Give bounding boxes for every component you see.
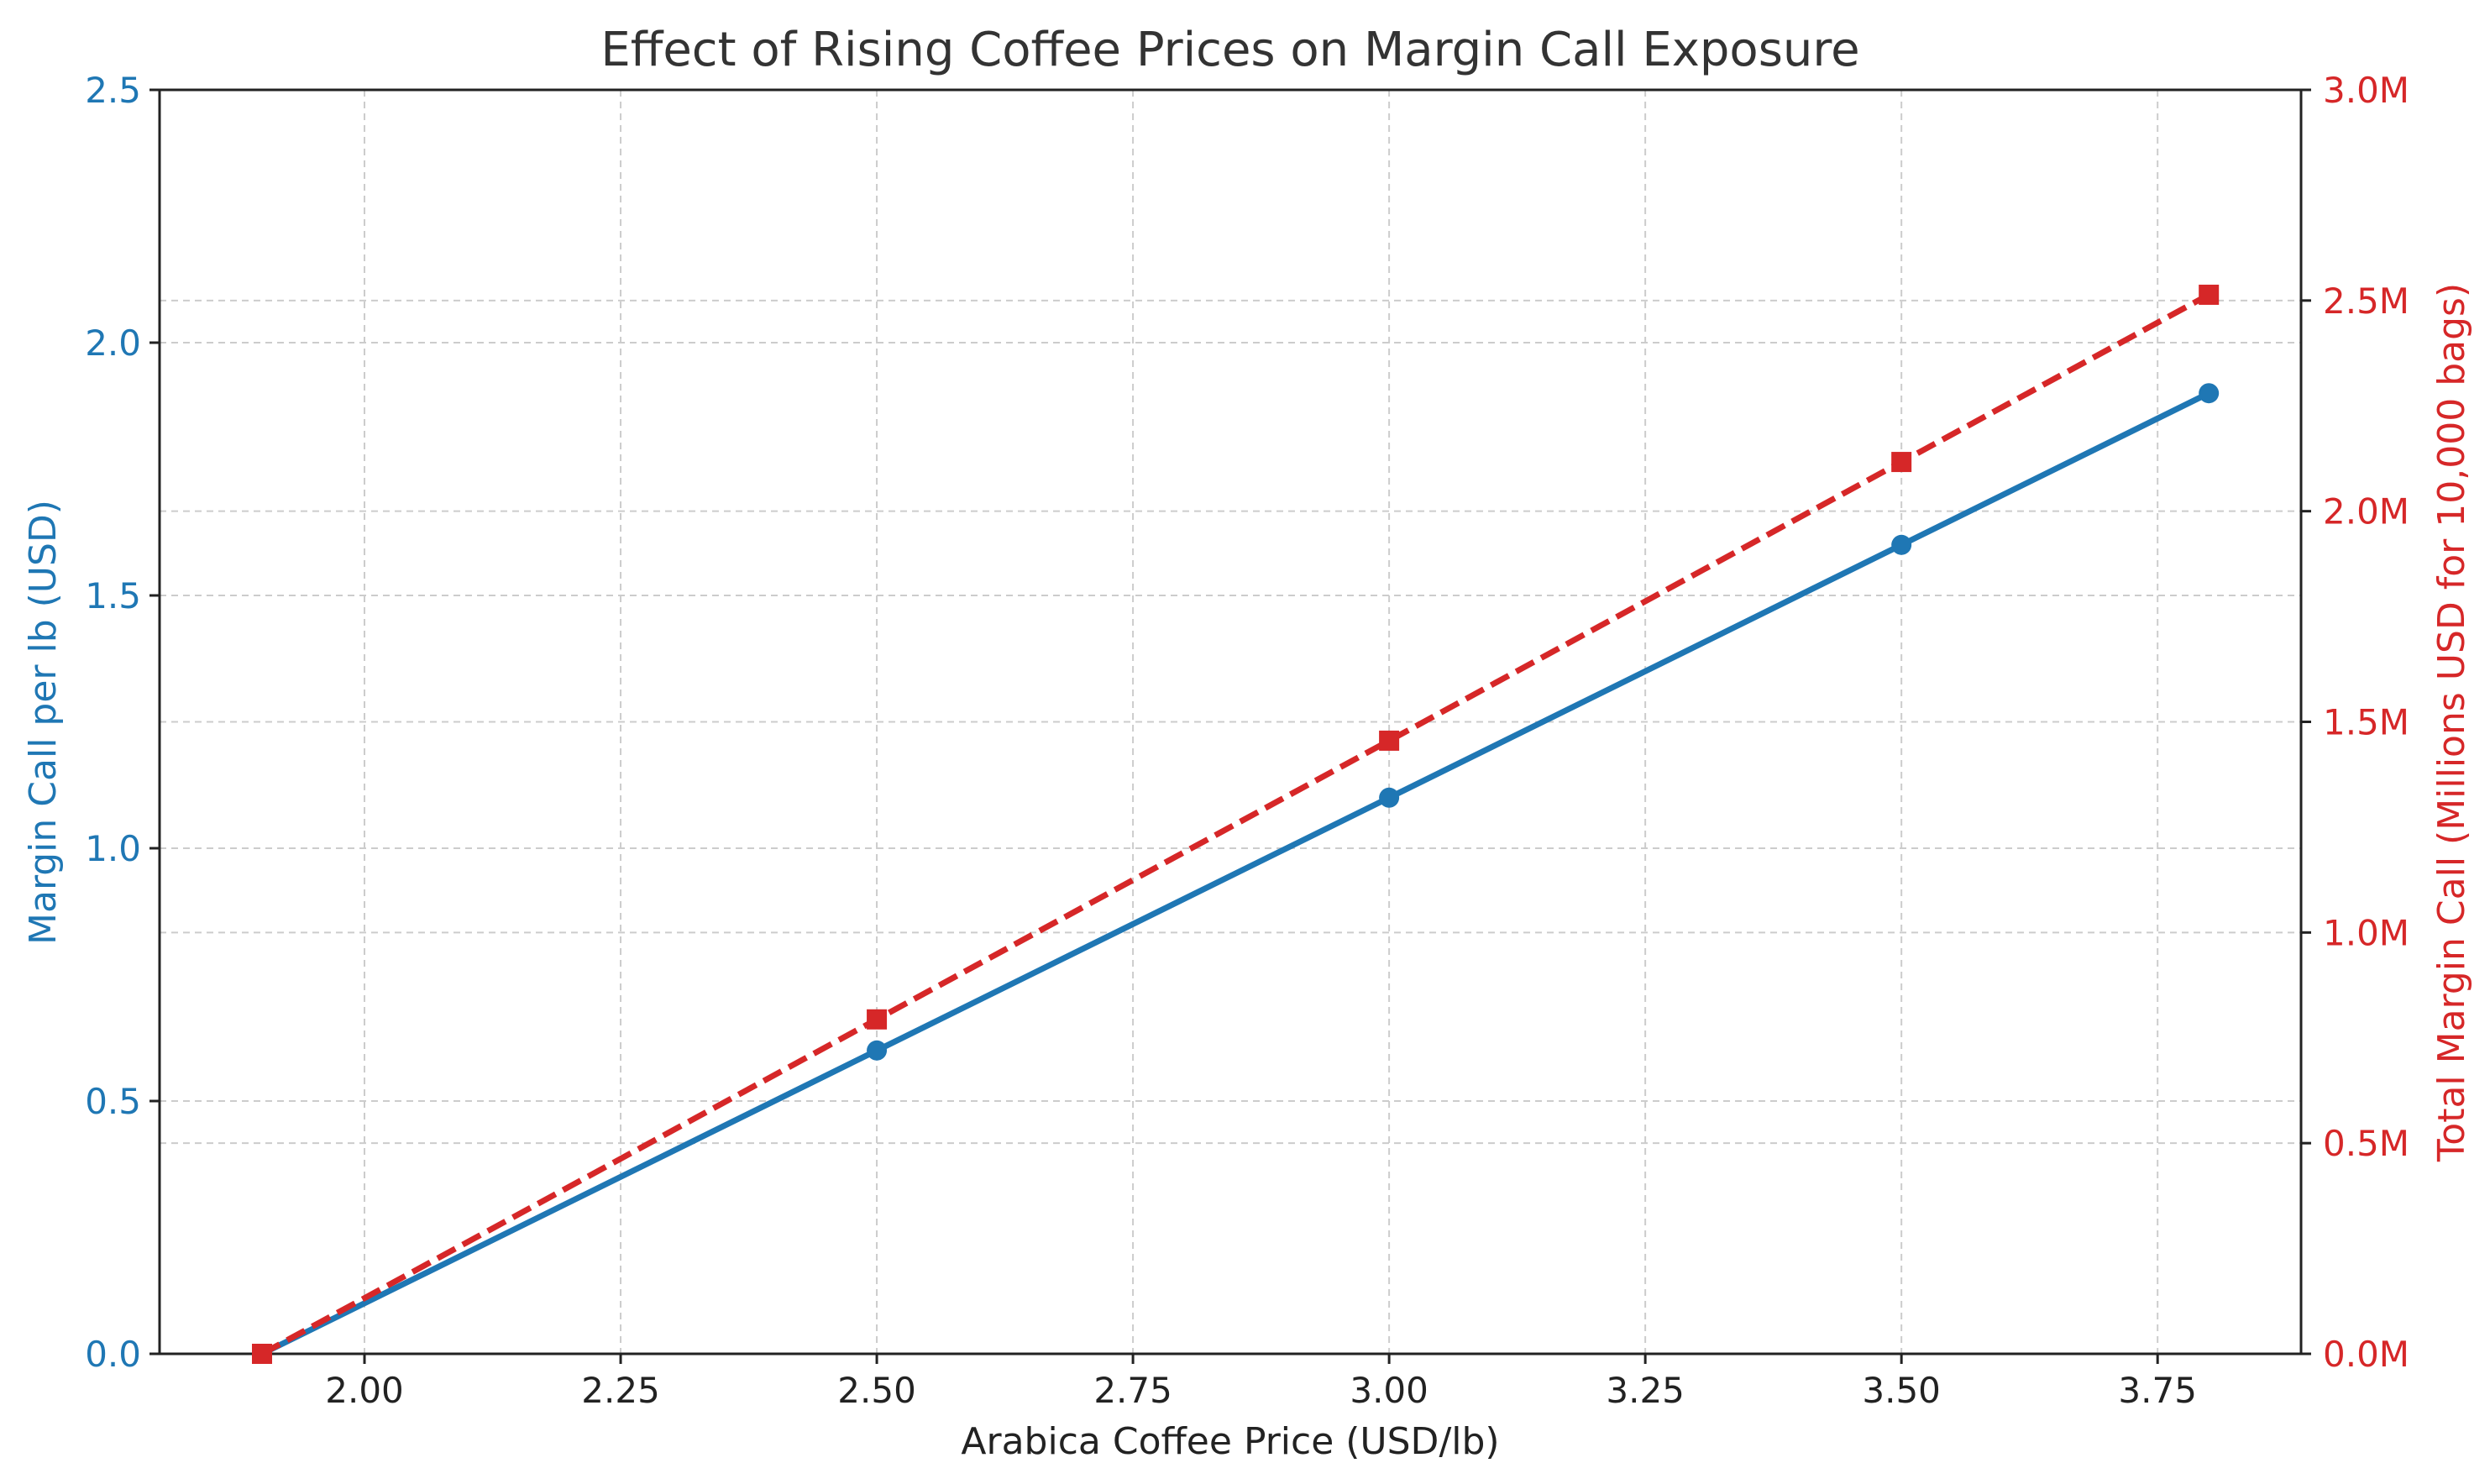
y-axis-right-label: Total Margin Call (Millions USD for 10,0… bbox=[2430, 283, 2473, 1162]
x-tick-label: 2.00 bbox=[325, 1370, 404, 1411]
y-right-tick-label: 1.0M bbox=[2323, 912, 2409, 953]
y-right-tick-label: 2.5M bbox=[2323, 281, 2409, 322]
x-tick-label: 3.50 bbox=[1862, 1370, 1941, 1411]
y-left-tick-label: 2.0 bbox=[85, 322, 141, 364]
x-tick-label: 2.75 bbox=[1093, 1370, 1172, 1411]
chart-title: Effect of Rising Coffee Prices on Margin… bbox=[600, 23, 1859, 77]
series-line-2 bbox=[260, 291, 2210, 1357]
y-axis-left-ticks: 0.0 0.5 1.0 1.5 2.0 2.5 bbox=[85, 70, 160, 1375]
x-tick-label: 3.00 bbox=[1350, 1370, 1428, 1411]
y-right-tick-label: 1.5M bbox=[2323, 702, 2409, 743]
series-2-point bbox=[1891, 452, 1912, 473]
y-axis-right-ticks: 0.0M 0.5M 1.0M 1.5M 2.0M 2.5M 3.0M bbox=[2301, 70, 2409, 1375]
series-2-point bbox=[867, 1009, 888, 1030]
y-left-tick-label: 0.5 bbox=[85, 1081, 141, 1122]
series-markers bbox=[252, 284, 2220, 1364]
series-2-point bbox=[252, 1344, 273, 1364]
series-2-point bbox=[2199, 284, 2220, 305]
series-1-point bbox=[1379, 787, 1400, 808]
y-left-tick-label: 2.5 bbox=[85, 70, 141, 111]
grid-right bbox=[160, 89, 2301, 1355]
series-line-1 bbox=[260, 391, 2210, 1357]
series-1-point bbox=[1891, 534, 1912, 555]
series-2-point bbox=[1379, 730, 1400, 751]
y-left-tick-label: 1.5 bbox=[85, 575, 141, 616]
x-axis-label: Arabica Coffee Price (USD/lb) bbox=[961, 1420, 1499, 1463]
series-1-point bbox=[867, 1040, 888, 1061]
y-right-tick-label: 2.0M bbox=[2323, 491, 2409, 532]
x-tick-label: 2.50 bbox=[837, 1370, 916, 1411]
x-tick-label: 2.25 bbox=[581, 1370, 660, 1411]
series-lines bbox=[260, 291, 2210, 1357]
y-right-tick-label: 0.5M bbox=[2323, 1123, 2409, 1164]
y-right-tick-label: 3.0M bbox=[2323, 70, 2409, 111]
x-tick-label: 3.25 bbox=[1606, 1370, 1685, 1411]
y-left-tick-label: 0.0 bbox=[85, 1334, 141, 1375]
series-1-point bbox=[2199, 383, 2220, 404]
x-axis-ticks: 2.00 2.25 2.50 2.75 3.00 3.25 3.50 3.75 bbox=[325, 1354, 2197, 1411]
y-axis-left-label: Margin Call per lb (USD) bbox=[22, 500, 65, 945]
x-tick-label: 3.75 bbox=[2118, 1370, 2197, 1411]
y-right-tick-label: 0.0M bbox=[2323, 1334, 2409, 1375]
y-left-tick-label: 1.0 bbox=[85, 828, 141, 869]
